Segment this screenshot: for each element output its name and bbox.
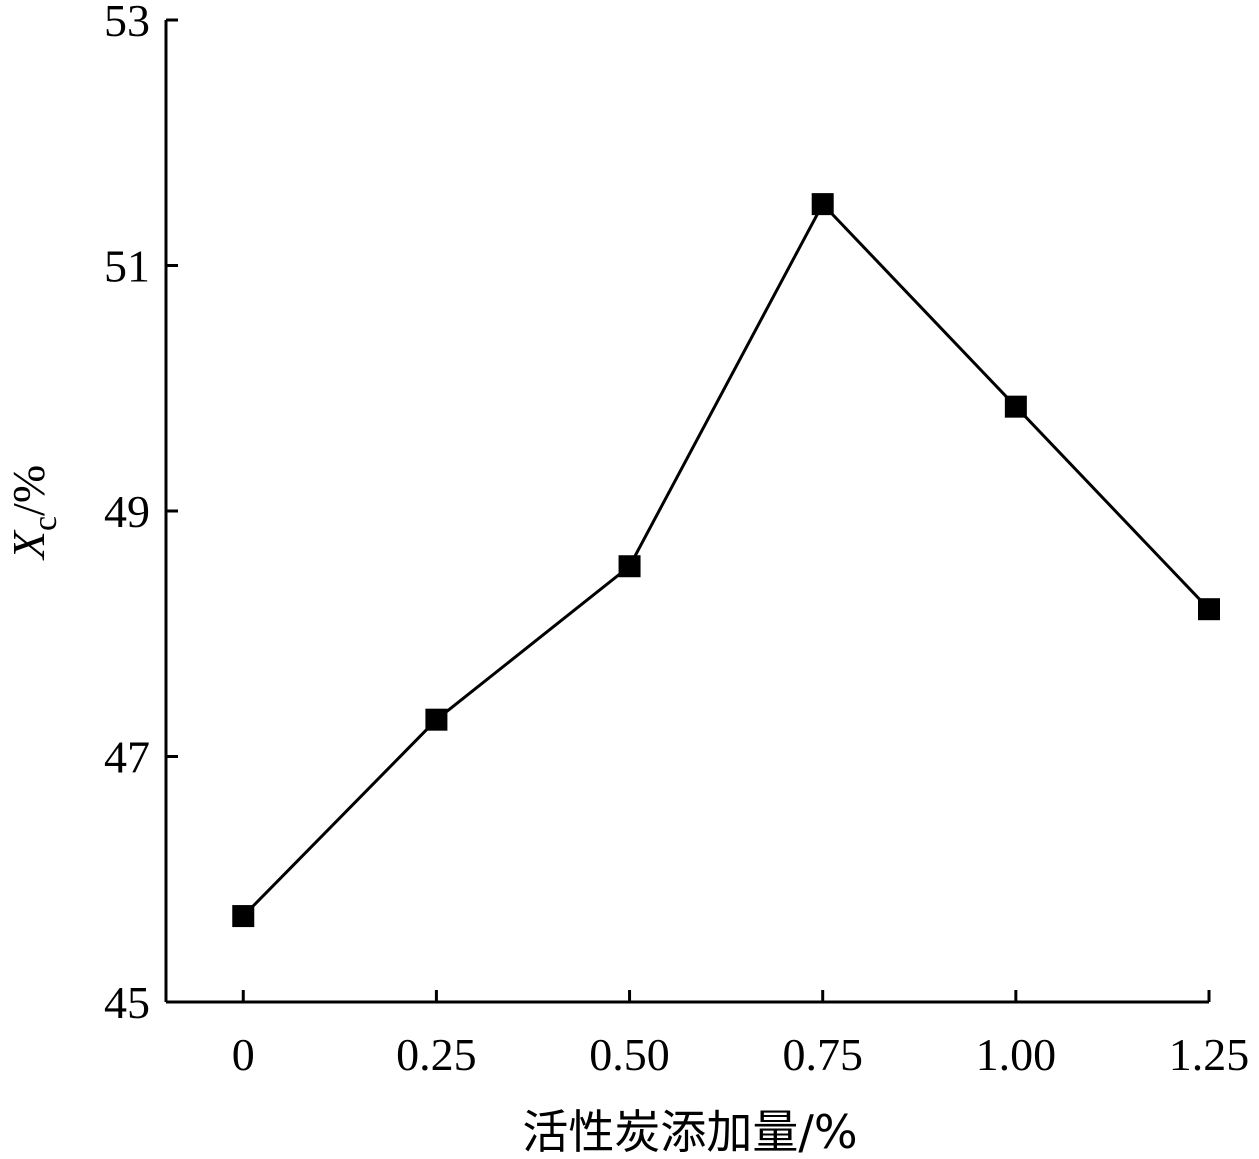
x-tick-label: 1.00 — [976, 1029, 1057, 1080]
y-tick-label: 49 — [104, 486, 150, 537]
axes — [164, 20, 1209, 1004]
x-axis-ticks: 0 0.25 0.50 0.75 1.00 1.25 — [232, 990, 1249, 1080]
y-axis-title: Xc/% — [3, 465, 64, 561]
series-layer — [232, 193, 1220, 928]
x-tick-label: 0.75 — [782, 1029, 863, 1080]
y-tick-label: 47 — [104, 732, 150, 783]
y-axis-title-subscript: c — [27, 516, 64, 531]
y-axis-ticks: 45 47 49 51 53 — [104, 0, 178, 1028]
series-line — [242, 201, 1211, 918]
data-point-marker — [1004, 395, 1027, 418]
y-axis-title-symbol: X — [3, 529, 54, 561]
data-point-marker — [618, 555, 641, 578]
y-tick-label: 53 — [104, 0, 150, 46]
x-tick-label: 1.25 — [1169, 1029, 1250, 1080]
y-axis-title-unit: /% — [3, 465, 54, 516]
data-point-marker — [425, 708, 448, 731]
data-point-marker — [811, 193, 834, 216]
y-tick-label: 51 — [104, 241, 150, 292]
y-tick-label: 45 — [104, 977, 150, 1028]
x-axis-title: 活性炭添加量/% — [522, 1105, 857, 1159]
svg-text:Xc/%: Xc/% — [3, 465, 64, 561]
x-tick-label: 0.25 — [396, 1029, 477, 1080]
x-tick-label: 0.50 — [589, 1029, 670, 1080]
data-point-marker — [232, 905, 255, 928]
x-tick-label: 0 — [232, 1029, 255, 1080]
data-point-marker — [1198, 598, 1220, 621]
